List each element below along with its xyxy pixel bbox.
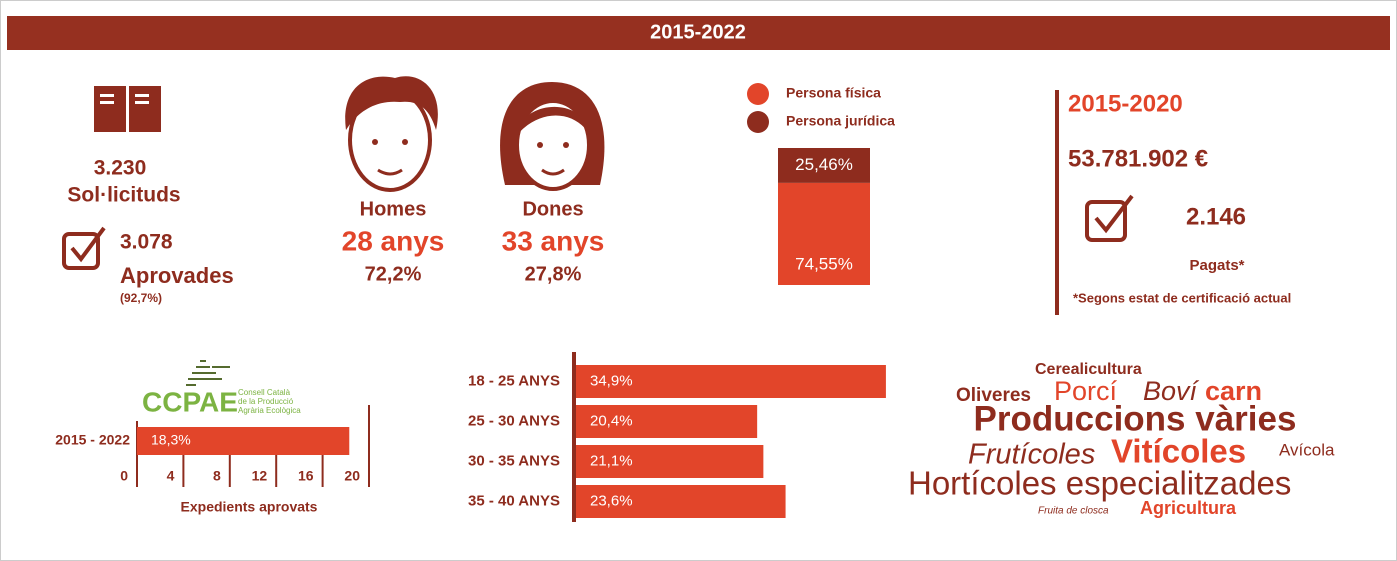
x-tick-label: 20 xyxy=(344,468,360,484)
value-label: 25,46% xyxy=(795,155,853,174)
x-axis-label: Expedients aprovats xyxy=(181,499,318,515)
ccpae-name: Agrària Ecològica xyxy=(238,406,301,415)
legend-label: Persona jurídica xyxy=(786,113,895,129)
legend-swatch xyxy=(747,83,769,105)
word: Avícola xyxy=(1279,440,1335,459)
payments-note: *Segons estat de certificació actual xyxy=(1073,290,1291,305)
gender-pct: 27,8% xyxy=(525,263,582,285)
gender-age: 28 anys xyxy=(342,225,445,256)
gender-label: Dones xyxy=(522,198,583,220)
legend-label: Persona física xyxy=(786,85,881,101)
payments-amount: 53.781.902 € xyxy=(1068,145,1208,172)
payments-period: 2015-2020 xyxy=(1068,90,1183,117)
value-label: 74,55% xyxy=(795,254,853,273)
ccpae-name: de la Producció xyxy=(238,397,294,406)
requests-label: Sol·licituds xyxy=(67,184,180,207)
gender-label: Homes xyxy=(360,198,427,220)
category-label: 2015 - 2022 xyxy=(55,432,130,448)
approved-label: Aprovades xyxy=(120,263,234,288)
value-label: 34,9% xyxy=(590,372,633,389)
gender-pct: 72,2% xyxy=(365,263,422,285)
requests-count: 3.230 xyxy=(94,157,147,180)
infographic: 2015-2022 3.230 Sol·licituds 3.078 Aprov… xyxy=(0,0,1397,561)
category-label: 30 - 35 ANYS xyxy=(468,452,560,469)
value-label: 18,3% xyxy=(151,432,191,448)
word: Fruita de closca xyxy=(1038,506,1109,517)
x-tick-label: 12 xyxy=(252,468,268,484)
value-label: 23,6% xyxy=(590,492,633,509)
payments-label: Pagats* xyxy=(1189,257,1244,274)
header-title: 2015-2022 xyxy=(650,21,746,43)
ccpae-name: Consell Català xyxy=(238,388,291,397)
value-label: 21,1% xyxy=(590,452,633,469)
divider xyxy=(1055,90,1059,315)
approved-pct: (92,7%) xyxy=(120,291,162,305)
female-face xyxy=(500,82,604,189)
category-label: 35 - 40 ANYS xyxy=(468,492,560,509)
legend-swatch xyxy=(747,111,769,133)
approved-count: 3.078 xyxy=(120,231,173,254)
category-label: 18 - 25 ANYS xyxy=(468,372,560,389)
x-tick-label: 8 xyxy=(213,468,221,484)
x-tick-label: 4 xyxy=(167,468,175,484)
x-tick-label: 16 xyxy=(298,468,314,484)
ccpae-brand: CCPAE xyxy=(142,386,238,417)
gender-age: 33 anys xyxy=(502,225,605,256)
page: {"header": {"title": "2015-2022"}, "requ… xyxy=(0,0,1397,561)
book-icon xyxy=(94,86,161,132)
value-label: 20,4% xyxy=(590,412,633,429)
payments-count: 2.146 xyxy=(1186,203,1246,230)
axis-line xyxy=(572,352,576,522)
category-label: 25 - 30 ANYS xyxy=(468,412,560,429)
x-tick-label: 0 xyxy=(120,468,128,484)
word: Agricultura xyxy=(1140,498,1237,518)
word: Hortícoles especialitzades xyxy=(908,465,1291,502)
